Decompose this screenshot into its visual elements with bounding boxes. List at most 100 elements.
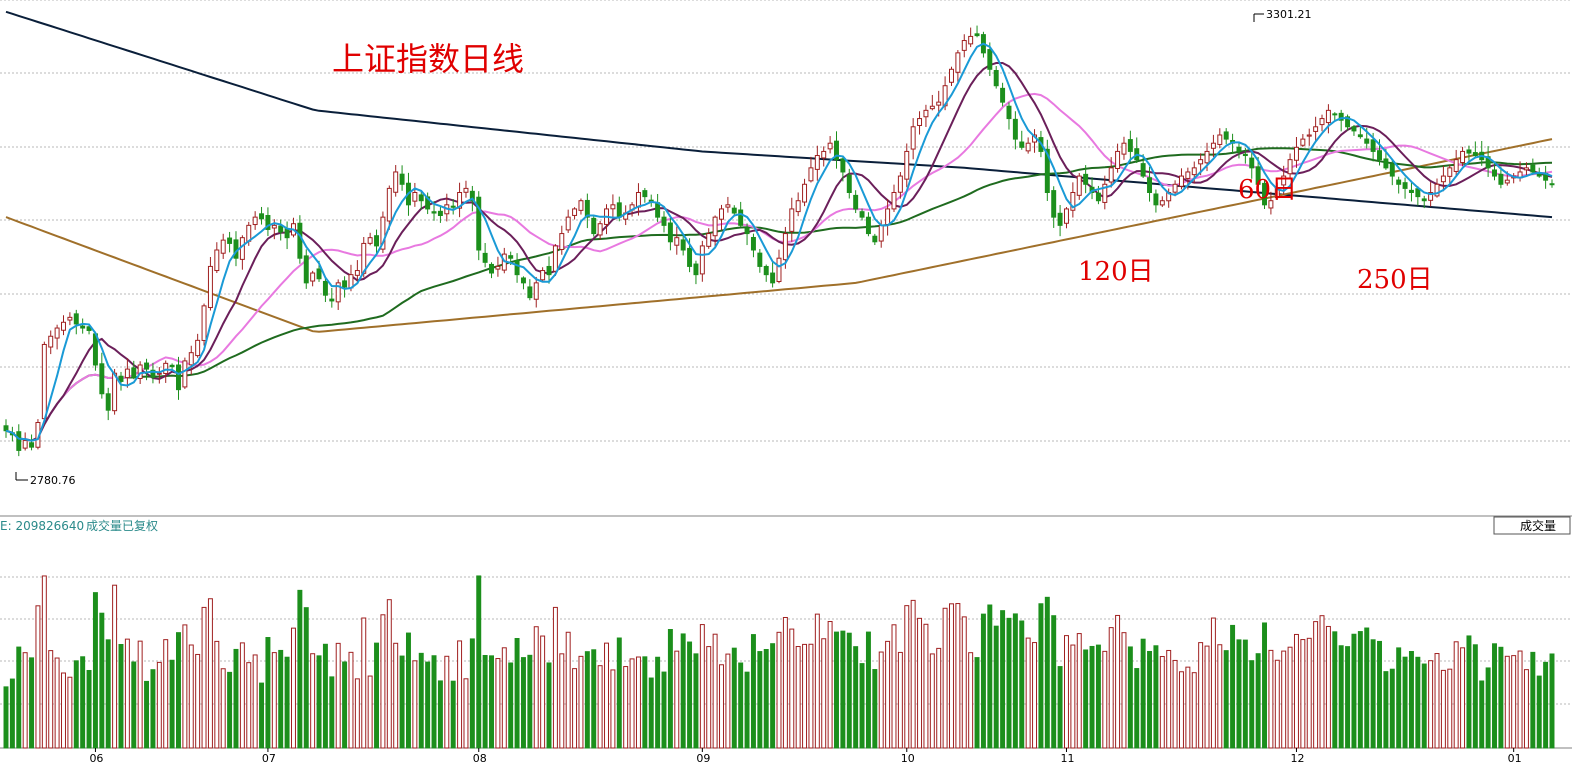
volume-bar bbox=[1492, 643, 1497, 749]
volume-bar bbox=[169, 659, 175, 749]
candle-body bbox=[1402, 182, 1408, 189]
candle-body bbox=[1255, 166, 1261, 185]
volume-bar bbox=[1313, 621, 1319, 749]
candle-body bbox=[144, 362, 150, 370]
x-tick-label: 08 bbox=[473, 752, 487, 765]
volume-bar bbox=[885, 640, 891, 749]
candle-body bbox=[1204, 150, 1210, 164]
candle-body bbox=[872, 235, 878, 243]
volume-bar bbox=[968, 652, 974, 749]
candle-body bbox=[527, 286, 533, 299]
volume-bar bbox=[201, 606, 207, 749]
volume-button-label[interactable]: 成交量 bbox=[1520, 518, 1556, 533]
candle-body bbox=[1492, 169, 1497, 177]
volume-bar bbox=[846, 632, 852, 749]
volume-button[interactable]: 成交量 bbox=[1493, 516, 1571, 535]
x-tick-label: 11 bbox=[1060, 752, 1074, 765]
volume-bar bbox=[834, 631, 839, 749]
volume-bar bbox=[533, 626, 539, 749]
volume-bar bbox=[188, 644, 194, 749]
volume-bar bbox=[476, 575, 482, 749]
candle-body bbox=[354, 270, 360, 276]
ma5-line bbox=[5, 42, 1553, 442]
volume-bar bbox=[552, 606, 558, 749]
volume-bar bbox=[1421, 663, 1427, 749]
candle-body bbox=[961, 40, 967, 51]
volume-bar bbox=[489, 655, 495, 749]
volume-bar bbox=[1293, 633, 1299, 749]
candle-body bbox=[572, 208, 578, 216]
volume-bar bbox=[949, 603, 954, 749]
volume-bar bbox=[278, 649, 284, 749]
high-marker: 3301.21 bbox=[1253, 8, 1312, 22]
volume-bar bbox=[712, 633, 718, 749]
volume-bar bbox=[1319, 615, 1325, 749]
volume-bar bbox=[1006, 617, 1012, 749]
volume-bar bbox=[936, 647, 942, 749]
volume-bar bbox=[750, 634, 756, 749]
volume-bar bbox=[610, 669, 616, 749]
volume-bar bbox=[744, 671, 750, 749]
candle-body bbox=[1217, 134, 1223, 145]
candle-body bbox=[910, 126, 916, 150]
volume-bar bbox=[1019, 620, 1025, 749]
candle-body bbox=[105, 393, 111, 411]
candle-body bbox=[1306, 134, 1312, 137]
volume-bar bbox=[1153, 645, 1159, 749]
volume-bar bbox=[980, 613, 986, 749]
volume-bar bbox=[987, 604, 993, 749]
candle-body bbox=[1210, 142, 1216, 149]
volume-bar bbox=[297, 589, 303, 749]
volume-bar bbox=[457, 640, 463, 749]
candle-body bbox=[463, 187, 469, 193]
candle-body bbox=[1095, 192, 1101, 202]
candle-body bbox=[412, 192, 418, 202]
candle-body bbox=[987, 49, 993, 70]
volume-bar bbox=[1338, 645, 1344, 749]
candle-body bbox=[259, 213, 265, 220]
volume-bar bbox=[514, 638, 520, 749]
candle-body bbox=[1293, 146, 1299, 161]
volume-bar bbox=[655, 656, 661, 749]
candle-body bbox=[1044, 148, 1050, 194]
candle-body bbox=[897, 175, 903, 193]
candle-body bbox=[1019, 141, 1025, 148]
volume-bar bbox=[469, 638, 475, 749]
x-tick-label: 10 bbox=[901, 752, 915, 765]
candle-body bbox=[1332, 113, 1338, 116]
candle-body bbox=[457, 192, 463, 209]
volume-bar bbox=[495, 658, 501, 749]
volume-bar bbox=[1108, 627, 1114, 749]
candle-body bbox=[878, 224, 884, 242]
candle-body bbox=[1223, 131, 1229, 140]
candle-body bbox=[342, 280, 348, 288]
volume-bar bbox=[572, 668, 578, 749]
volume-bar bbox=[463, 678, 469, 749]
volume-bar bbox=[1063, 635, 1069, 749]
volume-bar bbox=[667, 629, 673, 749]
candle-body bbox=[322, 280, 328, 296]
volume-bar bbox=[303, 607, 309, 749]
volume-bar bbox=[501, 647, 507, 749]
volume-bar bbox=[1396, 647, 1402, 749]
volume-bar bbox=[546, 662, 552, 749]
candle-body bbox=[655, 202, 661, 218]
volume-bar bbox=[1089, 645, 1095, 749]
volume-bar bbox=[591, 649, 597, 749]
volume-bar bbox=[220, 668, 226, 749]
volume-bar bbox=[1051, 615, 1057, 749]
candle-body bbox=[207, 265, 213, 309]
volume-bar bbox=[284, 656, 290, 749]
volume-bar bbox=[335, 642, 341, 749]
candle-body bbox=[495, 265, 501, 270]
ma120-label: 120日 bbox=[1078, 257, 1154, 287]
candle-body bbox=[1076, 175, 1082, 196]
volume-bar bbox=[955, 603, 961, 749]
volume-bar bbox=[118, 644, 124, 749]
candle-body bbox=[552, 245, 558, 272]
volume-bar bbox=[271, 652, 277, 749]
candle-body bbox=[1383, 158, 1389, 169]
volume-bar bbox=[124, 638, 130, 749]
volume-bar bbox=[1262, 622, 1268, 749]
volume-bar bbox=[1377, 640, 1382, 749]
